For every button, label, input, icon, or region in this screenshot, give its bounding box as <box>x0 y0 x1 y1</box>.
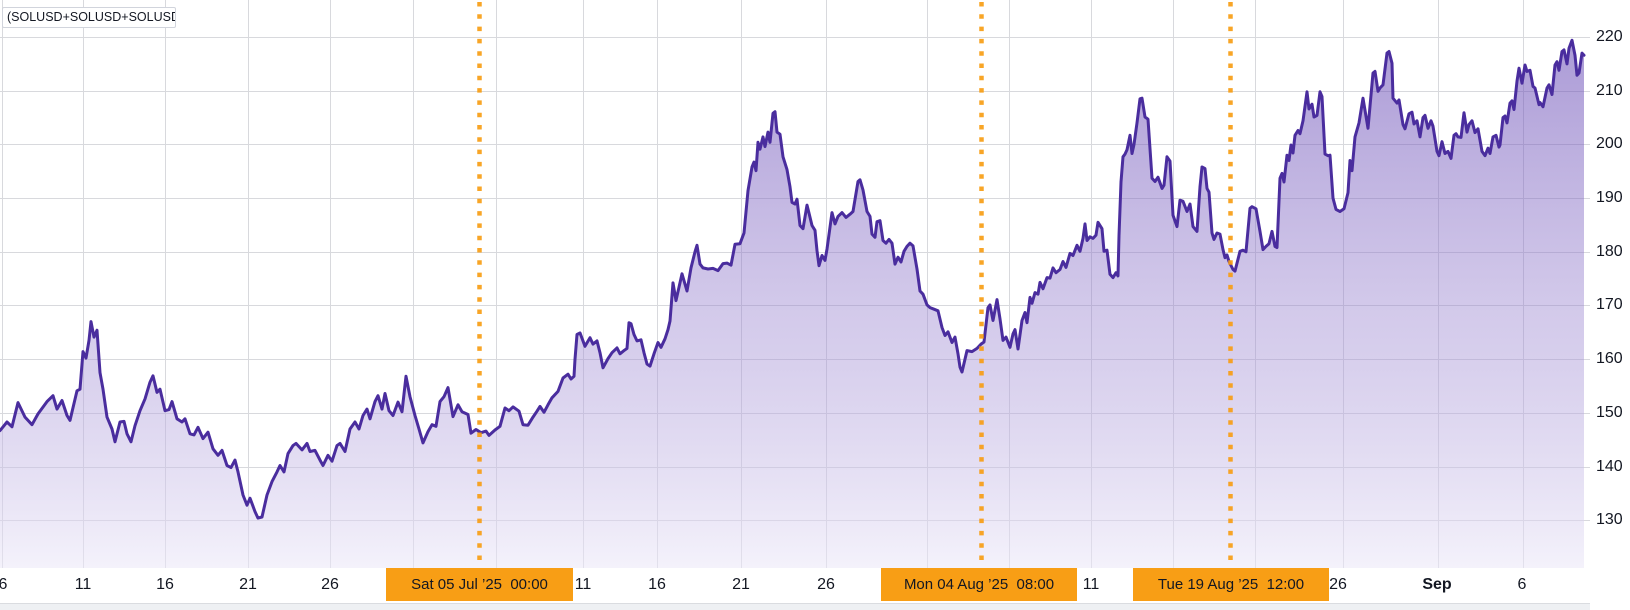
price-axis-label: 210 <box>1596 81 1623 99</box>
time-axis-day-label: 26 <box>321 576 339 593</box>
price-axis-label: 180 <box>1596 242 1623 260</box>
price-axis[interactable]: 220 210 200 190 180 170 160 150 140 130 <box>1590 0 1630 610</box>
event-marker-date-badge[interactable]: Mon 04 Aug ’25 08:00 <box>881 568 1077 601</box>
price-area-fill <box>0 40 1584 569</box>
event-marker-date-badge[interactable]: Tue 19 Aug ’25 12:00 <box>1133 568 1329 601</box>
event-marker-date-badge[interactable]: Sat 05 Jul ’25 00:00 <box>386 568 573 601</box>
time-axis-day-label: 21 <box>732 576 750 593</box>
price-axis-label: 160 <box>1596 350 1623 368</box>
time-axis-day-label: 26 <box>817 576 835 593</box>
symbol-formula-label: (SOLUSD+SOLUSD+SOLUSD)/ <box>7 10 176 24</box>
time-axis-day-label: 6 <box>1517 576 1527 593</box>
time-axis-day-label: 16 <box>156 576 174 593</box>
price-axis-label: 140 <box>1596 457 1623 475</box>
time-axis-day-label: 21 <box>239 576 257 593</box>
price-axis-label: 170 <box>1596 296 1623 314</box>
time-axis-bottom-strip <box>0 603 1590 610</box>
time-axis-day-label: 6 <box>0 576 8 593</box>
time-axis-day-label: 26 <box>1329 576 1347 593</box>
time-axis-month-label: Sep <box>1422 576 1452 593</box>
price-axis-label: 220 <box>1596 28 1623 46</box>
symbol-formula-box[interactable]: (SOLUSD+SOLUSD+SOLUSD)/ <box>2 7 176 28</box>
price-line <box>0 38 1586 520</box>
price-axis-label: 130 <box>1596 511 1623 529</box>
price-axis-label: 200 <box>1596 135 1623 153</box>
time-axis-day-label: 11 <box>1082 576 1100 593</box>
price-axis-label: 150 <box>1596 403 1623 421</box>
time-axis-day-label: 11 <box>74 576 92 593</box>
price-axis-label: 190 <box>1596 189 1623 207</box>
time-axis-day-label: 11 <box>574 576 592 593</box>
time-axis-day-label: 16 <box>648 576 666 593</box>
